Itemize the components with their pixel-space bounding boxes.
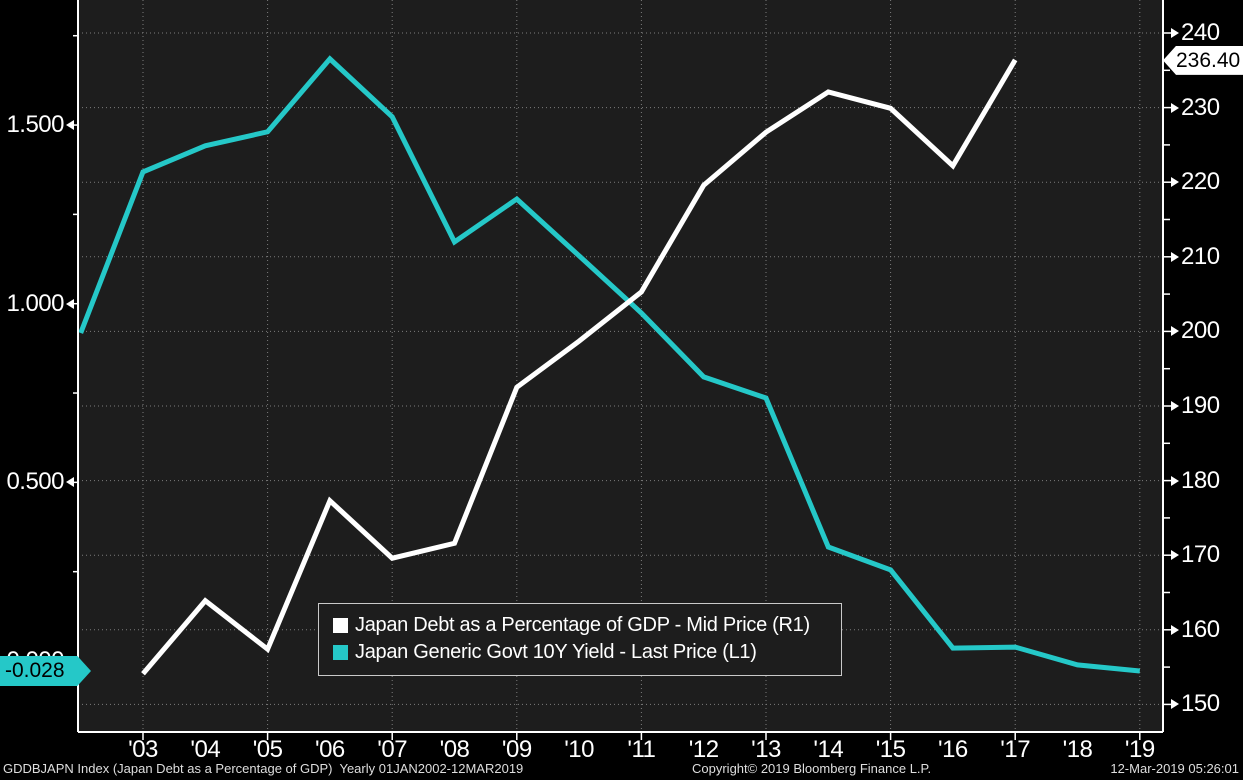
right-axis-label: 240 — [1181, 19, 1220, 46]
legend-label: Japan Generic Govt 10Y Yield - Last Pric… — [355, 641, 757, 663]
x-axis-year-label: '08 — [439, 736, 470, 763]
x-axis-year-label: '06 — [315, 736, 345, 763]
x-axis-year-label: '16 — [938, 736, 968, 763]
x-axis-year-label: '09 — [501, 736, 532, 763]
status-bar: GDDBJAPN Index (Japan Debt as a Percenta… — [0, 758, 1243, 780]
left-axis-label: 1.500 — [6, 111, 64, 139]
x-axis-year-label: '13 — [751, 736, 781, 763]
left-axis-label: 0.500 — [6, 468, 64, 496]
x-axis-year-label: '03 — [128, 736, 158, 763]
series-line-japan-debt — [141, 58, 1018, 676]
chart-legend: Japan Debt as a Percentage of GDP - Mid … — [318, 603, 842, 676]
x-axis-year-label: '10 — [564, 736, 594, 763]
right-axis-label: 150 — [1181, 690, 1220, 718]
series-line-japan-10y-yield — [78, 55, 1141, 674]
left-axis-label-arrow — [66, 477, 74, 488]
right-axis-label-arrow — [1171, 550, 1179, 561]
status-security-description: GDDBJAPN Index (Japan Debt as a Percenta… — [3, 761, 524, 776]
x-axis-year-label: '18 — [1062, 736, 1093, 763]
status-copyright: Copyright© 2019 Bloomberg Finance L.P. — [692, 761, 932, 776]
x-axis-year-label: '11 — [627, 736, 656, 763]
right-axis-label: 210 — [1181, 242, 1220, 270]
left-axis-label: 1.000 — [6, 289, 64, 317]
x-axis-year-label: '19 — [1124, 736, 1155, 763]
right-axis-label-arrow — [1171, 624, 1179, 635]
right-axis-label: 190 — [1181, 392, 1220, 419]
right-axis-label: 230 — [1181, 93, 1220, 121]
legend-swatch-cyan — [333, 645, 348, 660]
x-axis-year-label: '07 — [377, 736, 408, 763]
right-axis-label: 170 — [1181, 541, 1220, 569]
x-axis-year-label: '14 — [813, 736, 844, 763]
right-axis-label-arrow — [1171, 475, 1179, 486]
legend-label: Japan Debt as a Percentage of GDP - Mid … — [355, 614, 810, 636]
legend-swatch-white — [333, 618, 348, 633]
x-axis-year-label: '17 — [1000, 736, 1031, 763]
legend-item-japan-10y-yield[interactable]: Japan Generic Govt 10Y Yield - Last Pric… — [333, 639, 841, 666]
right-axis-label: 200 — [1181, 317, 1220, 345]
x-axis-year-label: '05 — [252, 736, 283, 763]
legend-item-japan-debt[interactable]: Japan Debt as a Percentage of GDP - Mid … — [333, 612, 841, 639]
x-axis-year-label: '15 — [875, 736, 906, 763]
right-axis-label-arrow — [1171, 102, 1179, 113]
right-axis-label: 180 — [1181, 466, 1220, 494]
left-axis-label-arrow — [66, 120, 74, 131]
left-axis-last-value-tag: -0.028 — [0, 656, 91, 686]
status-timestamp: 12-Mar-2019 05:26:01 — [1110, 761, 1239, 776]
right-axis-label-arrow — [1171, 401, 1179, 411]
right-axis-label: 220 — [1181, 168, 1220, 196]
x-axis-year-label: '04 — [190, 736, 221, 763]
right-axis-label: 160 — [1181, 615, 1220, 643]
right-axis-last-value-tag: 236.40 — [1163, 45, 1243, 75]
x-axis-year-label: '12 — [688, 736, 719, 763]
right-axis-label-arrow — [1171, 699, 1179, 710]
right-axis-label-arrow — [1171, 251, 1179, 262]
right-axis-label-arrow — [1171, 177, 1179, 188]
right-axis-label-arrow — [1171, 326, 1179, 337]
left-axis-label-arrow — [66, 298, 74, 309]
right-axis-label-arrow — [1171, 28, 1179, 38]
